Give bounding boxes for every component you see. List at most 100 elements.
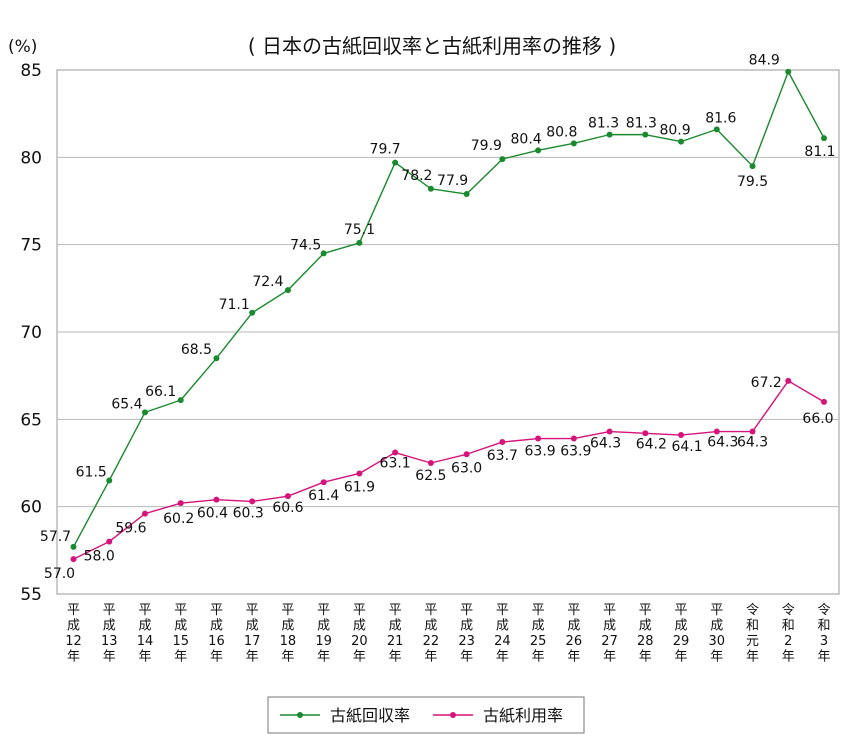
series-0-point <box>106 477 113 484</box>
series-0-data-label: 74.5 <box>290 237 321 253</box>
series-1-point <box>392 449 399 456</box>
series-0-point <box>141 409 148 416</box>
series-0-point <box>463 191 470 198</box>
y-tick-label: 55 <box>20 585 42 605</box>
series-0-data-label: 71.1 <box>219 297 250 313</box>
x-tick-label-part: 年 <box>353 650 366 665</box>
x-tick-label-part: 年 <box>746 650 759 665</box>
x-tick-label-part: 14 <box>137 634 154 649</box>
x-tick-label-part: 17 <box>244 634 261 649</box>
series-1-point <box>320 479 327 486</box>
x-tick-label-part: 成 <box>639 619 652 634</box>
series-0-point <box>499 156 506 163</box>
x-tick-label-part: 27 <box>601 634 618 649</box>
series-1-data-label: 60.6 <box>272 500 303 516</box>
x-tick-label-part: 成 <box>675 619 688 634</box>
legend-marker <box>297 712 303 718</box>
series-0-point <box>821 135 827 142</box>
x-tick-label-part: 成 <box>67 619 80 634</box>
series-line-0 <box>72 71 825 548</box>
data-label-layer: 57.7 61.5 65.466.1 68.5 71.172.4 74.5 75.1 79.7… <box>40 53 836 582</box>
x-tick-label-part: 平 <box>389 603 402 618</box>
series-1-point <box>499 439 506 446</box>
series-0-data-label: 84.9 <box>749 53 780 69</box>
y-tick-label: 80 <box>20 148 42 168</box>
x-tick-label-part: 年 <box>675 650 688 665</box>
x-tick-label-part: 年 <box>246 650 259 665</box>
x-tick-label-part: 和 <box>746 619 759 634</box>
x-tick-label-part: 成 <box>317 619 330 634</box>
x-tick-label-part: 平 <box>567 603 580 618</box>
series-1-data-label: 63.9 <box>560 444 591 460</box>
series-1-point <box>606 428 613 435</box>
x-tick-label-part: 年 <box>103 650 116 665</box>
series-1-data-label: 66.0 <box>802 411 833 427</box>
x-tick-label-part: 年 <box>67 650 80 665</box>
x-tick-label-part: 平 <box>103 603 116 618</box>
x-tick-label-part: 令 <box>782 603 795 618</box>
x-tick-label-part: 成 <box>138 619 151 634</box>
series-0-data-label: 81.3 <box>588 116 619 132</box>
y-tick-label: 60 <box>20 498 42 518</box>
x-tick-label-part: 成 <box>103 619 116 634</box>
series-0-data-label: 79.5 <box>737 174 768 190</box>
x-tick-label-part: 成 <box>210 619 223 634</box>
x-tick-label-part: 30 <box>709 634 726 649</box>
series-0-data-label: 68.5 <box>181 342 212 358</box>
series-1-point <box>821 398 827 405</box>
x-tick-label-part: 成 <box>710 619 723 634</box>
series-0-point <box>213 355 220 362</box>
x-tick-label-part: 成 <box>353 619 366 634</box>
series-0-point <box>678 138 685 145</box>
x-tick-label-part: 23 <box>458 634 475 649</box>
series-0-data-label: 61.5 <box>76 464 107 480</box>
x-axis: 平成12年平成13年平成14年平成15年平成16年平成17年平成18年平成19年… <box>65 603 830 665</box>
x-tick-label-part: 成 <box>460 619 473 634</box>
x-tick-label-part: 平 <box>317 603 330 618</box>
series-0-data-label: 80.4 <box>511 131 542 147</box>
x-tick-label-part: 年 <box>496 650 509 665</box>
series-1-data-label: 59.6 <box>115 521 146 537</box>
series-1-point <box>463 451 470 458</box>
legend-box <box>267 696 585 734</box>
series-1-data-label: 63.0 <box>451 460 482 476</box>
x-tick-label-part: 令 <box>746 603 759 618</box>
legend-label: 古紙利用率 <box>483 706 563 725</box>
series-1-data-label: 64.3 <box>737 435 768 451</box>
x-tick-label-part: 平 <box>639 603 652 618</box>
series-0-data-label: 80.9 <box>659 123 690 139</box>
series-1-point <box>284 493 291 500</box>
x-tick-label-part: 年 <box>138 650 151 665</box>
x-tick-label-part: 24 <box>494 634 511 649</box>
series-0-data-label: 77.9 <box>437 173 468 189</box>
series-1-data-label: 60.2 <box>163 511 194 527</box>
x-tick-label-part: 平 <box>138 603 151 618</box>
series-0-point <box>177 397 184 404</box>
series-0-point <box>356 239 363 246</box>
x-tick-label-part: 25 <box>530 634 547 649</box>
series-0-point <box>70 543 77 550</box>
series-layer <box>70 68 827 563</box>
x-tick-label-part: 平 <box>210 603 223 618</box>
series-1-point <box>177 500 184 507</box>
series-0-data-label: 79.7 <box>370 142 401 158</box>
x-tick-label-part: 平 <box>174 603 187 618</box>
series-0-data-label: 81.1 <box>804 144 835 160</box>
y-axis-unit-label: (%) <box>8 37 37 57</box>
